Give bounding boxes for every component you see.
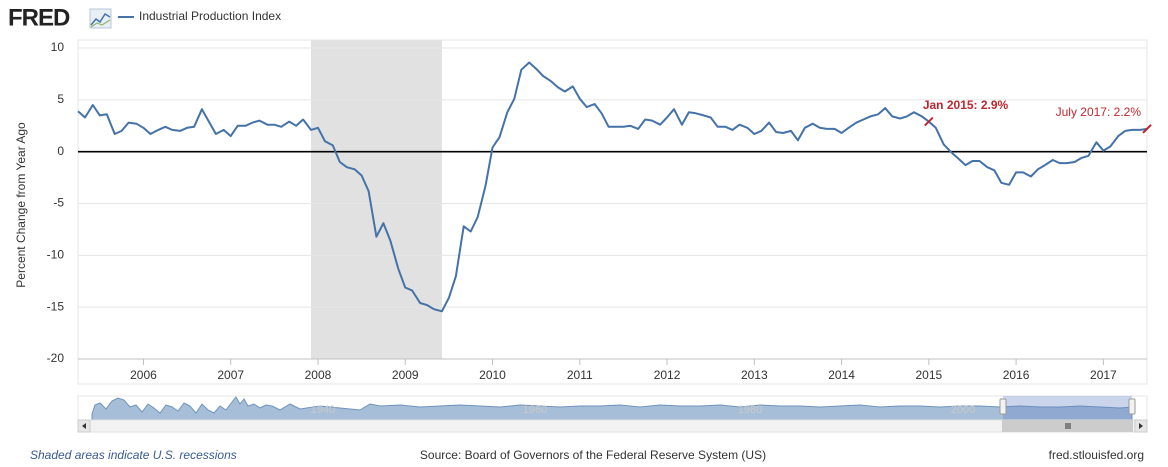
x-tick-label: 2017 <box>1090 368 1117 382</box>
navigator-labels: 1940 1960 1980 2000 <box>311 404 975 416</box>
y-tick-label: -10 <box>47 248 65 262</box>
x-tick-label: 2013 <box>741 368 768 382</box>
navigator-series <box>91 396 1133 421</box>
x-tick-label: 2011 <box>567 368 593 382</box>
legend-label: Industrial Production Index <box>139 9 281 23</box>
brand-logo: FRED <box>8 4 70 31</box>
x-tick-label: 2012 <box>654 368 681 382</box>
annotation-label: July 2017: 2.2% <box>1056 105 1142 119</box>
scrollbar <box>77 419 1148 433</box>
annotation-marker <box>924 116 934 127</box>
x-tick-label: 2015 <box>915 368 942 382</box>
y-tick-label: -15 <box>47 299 65 313</box>
recession-band <box>310 40 442 359</box>
series-line <box>77 61 1148 313</box>
y-axis-label: Percent Change from Year Ago <box>14 122 28 288</box>
x-tick-label: 2009 <box>392 368 419 382</box>
navigator-label: 2000 <box>951 404 975 416</box>
x-tick-label: 2010 <box>479 368 506 382</box>
plot-background <box>77 39 1148 385</box>
navigator: 1940 1960 1980 2000 <box>77 395 1148 421</box>
navigator-handle[interactable] <box>1128 398 1136 415</box>
plot-area: 10 5 0 -5 -10 -15 -20 2006 2007 2008 2009 2010 2011 2… <box>14 39 1152 385</box>
navigator-selection[interactable] <box>1003 396 1132 420</box>
logo-icon <box>89 8 112 29</box>
scroll-right-arrow <box>1139 423 1143 429</box>
legend: Industrial Production Index <box>118 9 281 23</box>
annotation-marker <box>1142 124 1152 134</box>
source: Source: Board of Governors of the Federa… <box>420 448 766 462</box>
x-tick-label: 2008 <box>305 368 332 382</box>
y-tick-label: -20 <box>47 351 65 365</box>
navigator-label: 1980 <box>738 404 762 416</box>
navigator-handle[interactable] <box>999 398 1007 415</box>
site-link[interactable]: fred.stlouisfed.org <box>1049 448 1144 462</box>
x-tick-label: 2014 <box>828 368 855 382</box>
annotation-label: Jan 2015: 2.9% <box>923 98 1009 112</box>
navigator-label: 1960 <box>523 404 547 416</box>
x-tick-label: 2016 <box>1003 368 1030 382</box>
navigator-label: 1940 <box>311 404 335 416</box>
y-tick-label: 10 <box>51 40 65 54</box>
recession-note: Shaded areas indicate U.S. recessions <box>30 448 237 462</box>
x-tick-label: 2007 <box>217 368 244 382</box>
scroll-left-arrow <box>82 423 86 429</box>
scrollbar-grip <box>1065 423 1071 429</box>
y-tick-label: -5 <box>53 196 64 210</box>
y-tick-label: 5 <box>57 92 64 106</box>
y-tick-label: 0 <box>57 144 64 158</box>
x-tick-label: 2006 <box>130 368 157 382</box>
scrollbar-track[interactable] <box>77 419 1148 433</box>
